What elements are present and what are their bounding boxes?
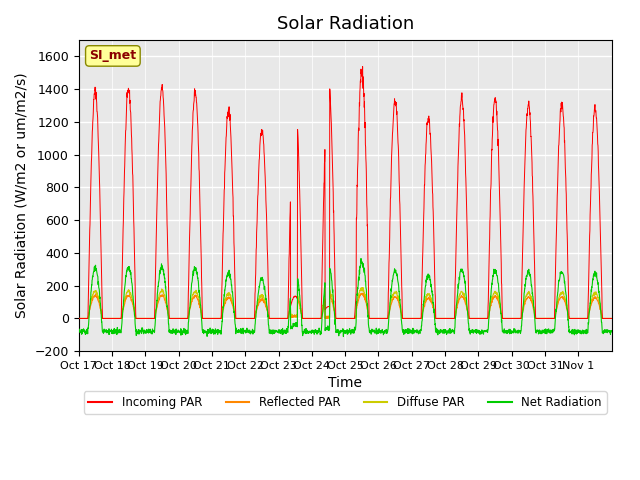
Title: Solar Radiation: Solar Radiation	[276, 15, 414, 33]
Text: SI_met: SI_met	[90, 49, 136, 62]
X-axis label: Time: Time	[328, 376, 362, 390]
Y-axis label: Solar Radiation (W/m2 or um/m2/s): Solar Radiation (W/m2 or um/m2/s)	[15, 73, 29, 318]
Legend: Incoming PAR, Reflected PAR, Diffuse PAR, Net Radiation: Incoming PAR, Reflected PAR, Diffuse PAR…	[84, 391, 607, 414]
